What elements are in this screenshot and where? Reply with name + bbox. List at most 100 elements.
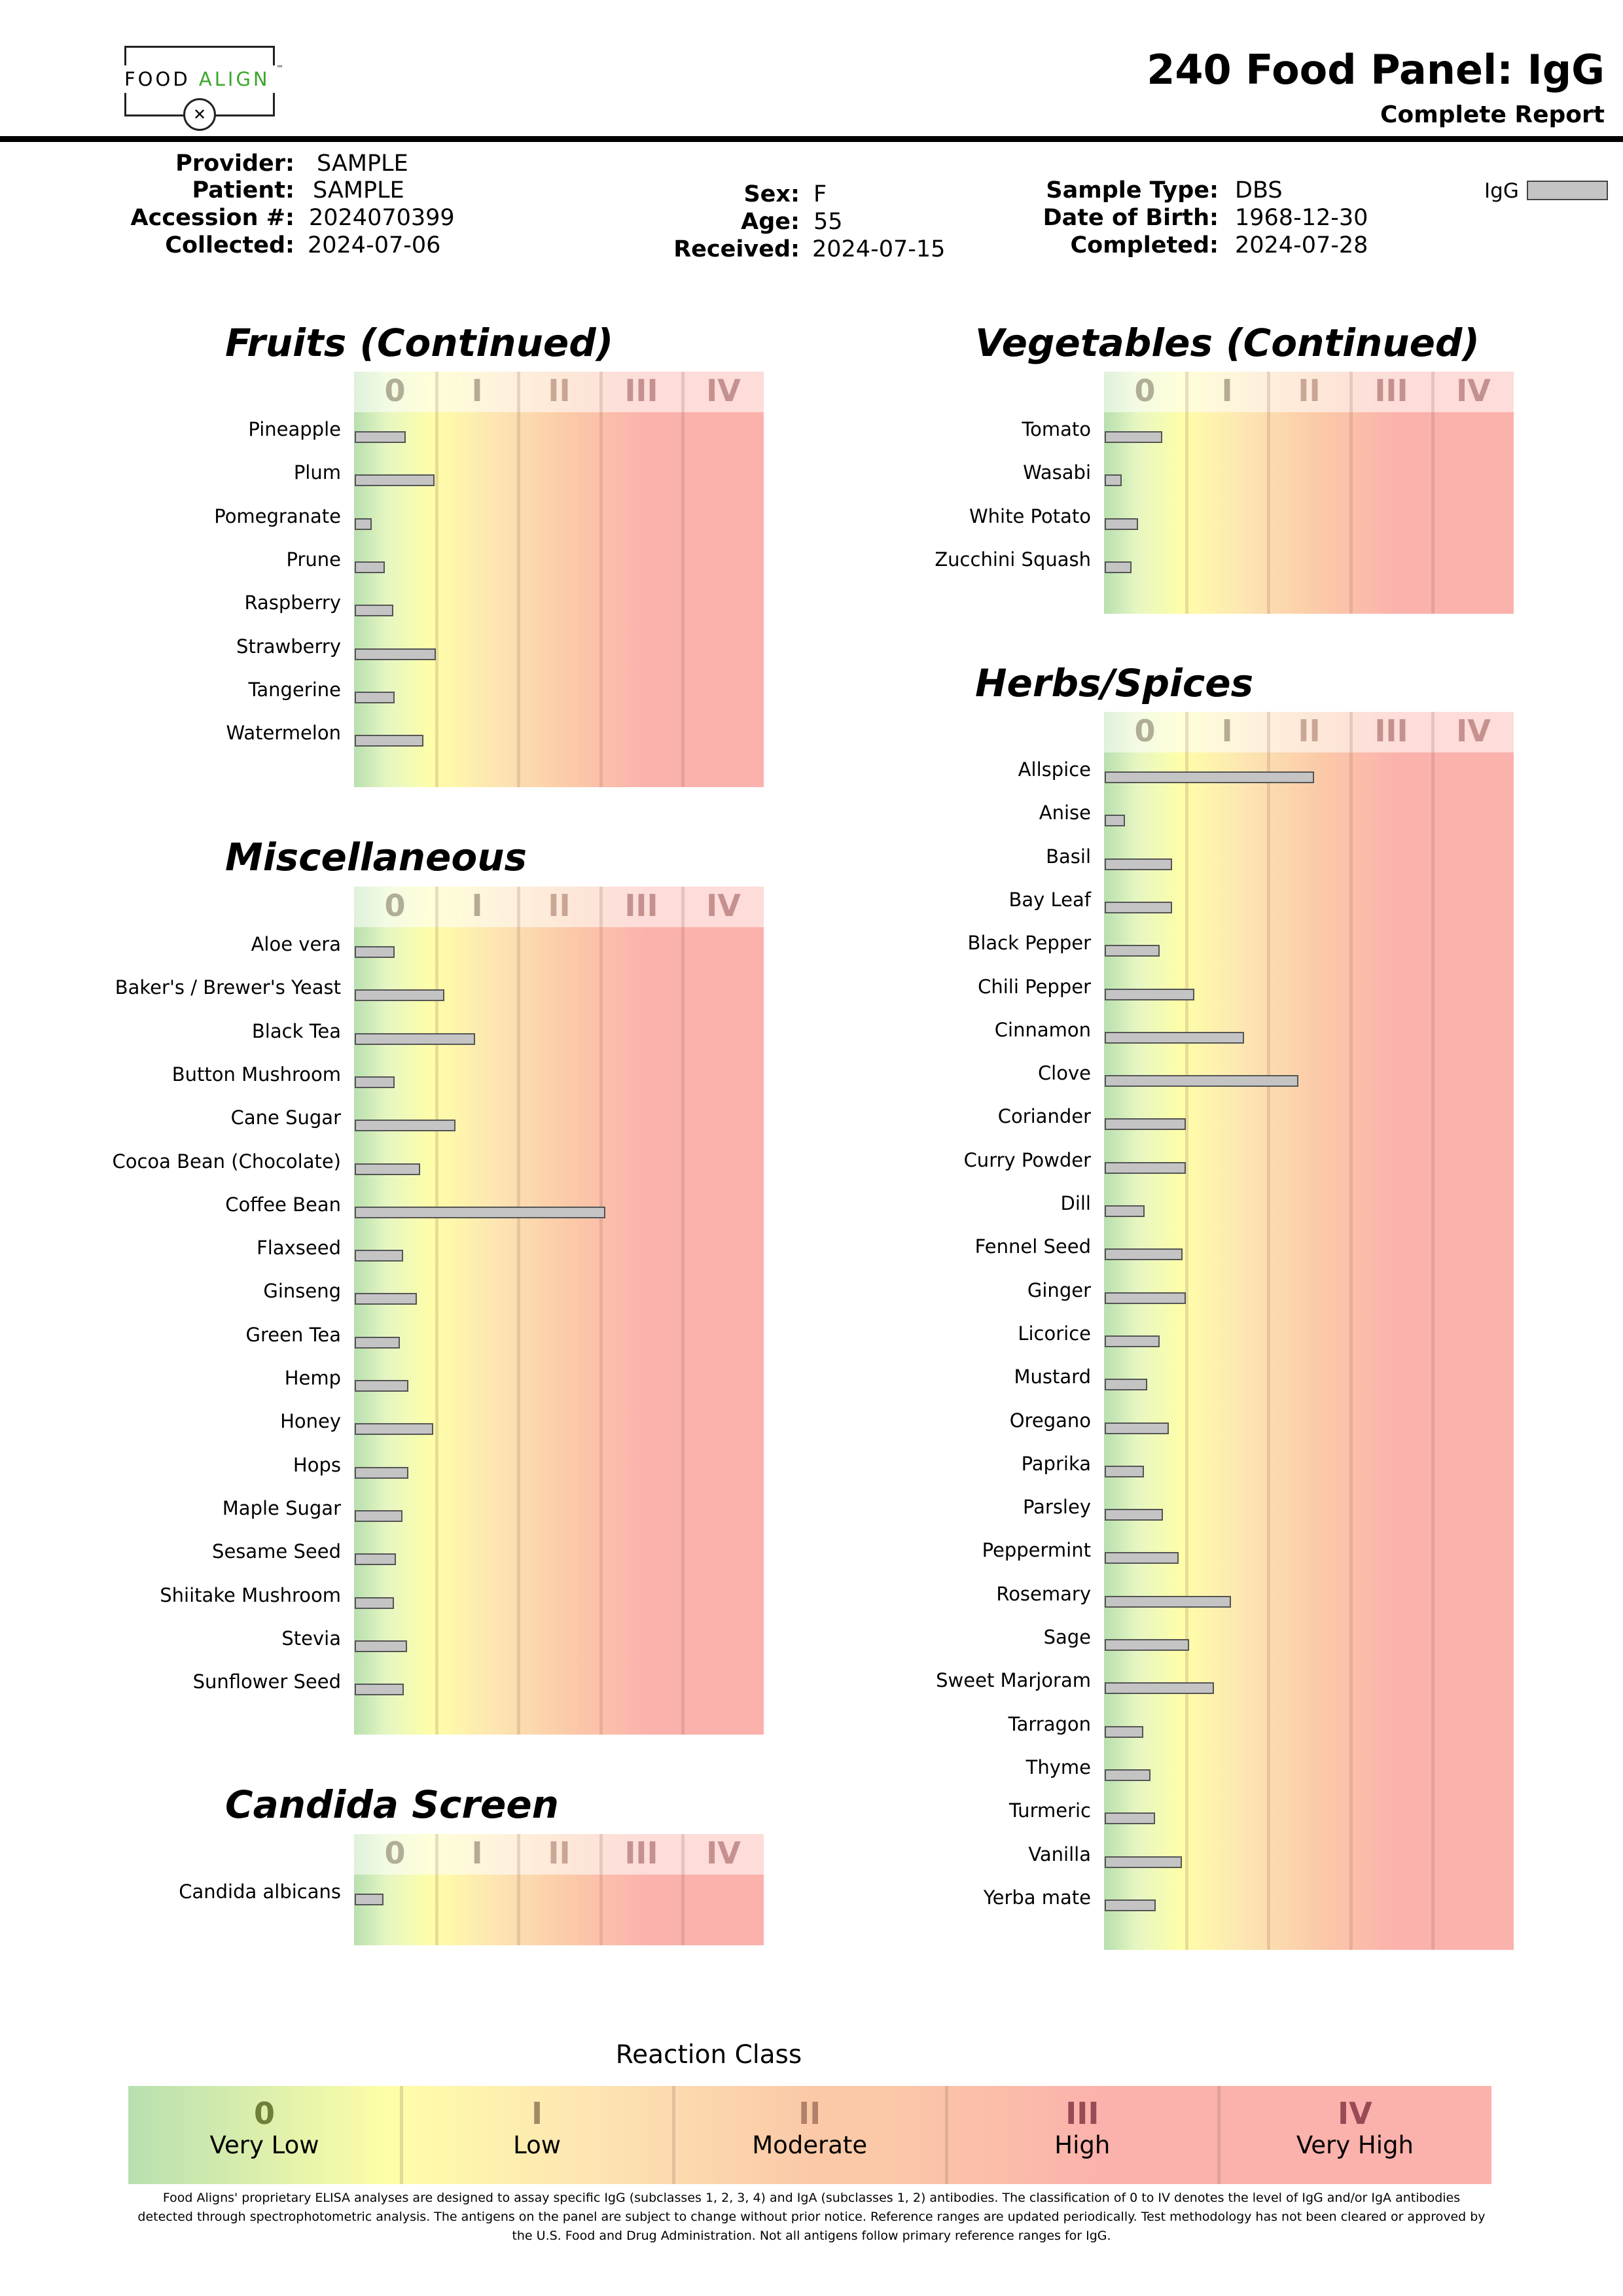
igg-bar	[355, 1423, 434, 1436]
candida-class-divider	[435, 1834, 438, 1945]
candida-class-label: III	[624, 1835, 658, 1871]
igg-bar	[1105, 1075, 1299, 1087]
food-label: Licorice	[1018, 1322, 1091, 1345]
food-label: Ginger	[1027, 1279, 1091, 1301]
igg-bar	[355, 989, 444, 1002]
igg-bar	[1105, 1422, 1169, 1434]
fruits-class-divider	[435, 372, 438, 787]
igg-bar	[1105, 1552, 1179, 1564]
logo-word-align: ALIGN	[198, 68, 270, 90]
food-label: Button Mushroom	[171, 1063, 341, 1086]
reaction-class-3: III High	[946, 2086, 1219, 2184]
reaction-class-number: I	[531, 2096, 543, 2131]
reaction-class-name: Low	[513, 2131, 562, 2159]
food-label: Peppermint	[982, 1539, 1091, 1562]
accession-label: Accession #:	[130, 205, 294, 231]
food-label: Tarragon	[1008, 1712, 1091, 1735]
misc-class-label: II	[548, 888, 571, 923]
received-value: 2024-07-15	[812, 236, 946, 262]
food-label: Stevia	[281, 1627, 341, 1650]
fruits-chart: 0 I II III IV	[354, 372, 764, 787]
vegetables-class-label: 0	[1134, 373, 1156, 408]
dob-label: Date of Birth:	[1043, 205, 1219, 231]
herbs-class-divider	[1349, 712, 1353, 1950]
food-label: Dill	[1060, 1192, 1091, 1214]
candida-class-divider	[599, 1834, 603, 1945]
igg-bar	[1105, 1899, 1156, 1911]
food-label: Coffee Bean	[225, 1193, 341, 1216]
reaction-class-number: III	[1065, 2096, 1099, 2131]
candida-class-label: 0	[384, 1835, 406, 1871]
igg-bar	[355, 561, 385, 573]
igg-bar	[355, 518, 372, 530]
herbs-class-header	[1104, 712, 1514, 752]
vegetables-class-divider	[1431, 372, 1435, 614]
igg-bar	[355, 1293, 418, 1305]
age-value: 55	[813, 209, 843, 235]
herbs-title: Herbs/Spices	[975, 661, 1254, 705]
misc-class-label: IV	[706, 888, 741, 923]
food-label: Oregano	[1009, 1409, 1091, 1432]
food-label: Ginseng	[263, 1280, 341, 1303]
misc-chart-background	[354, 887, 764, 1735]
sex-value: F	[813, 181, 827, 207]
misc-class-divider	[599, 887, 603, 1735]
igg-bar	[1105, 1292, 1186, 1304]
igg-bar	[1105, 988, 1194, 1000]
herbs-class-label: II	[1298, 713, 1321, 749]
food-label: Plum	[293, 461, 341, 484]
igg-bar	[1105, 945, 1160, 957]
candida-chart: 0 I II III IV	[354, 1834, 764, 1945]
food-label: Shiitake Mushroom	[160, 1583, 341, 1606]
food-label: Basil	[1046, 845, 1091, 868]
logo-wordmark: FOOD ALIGN	[124, 65, 281, 93]
fruits-class-label: I	[471, 373, 483, 408]
fruits-title: Fruits (Continued)	[225, 321, 614, 365]
vegetables-class-label: IV	[1456, 373, 1491, 408]
igg-bar	[1105, 1812, 1155, 1825]
misc-class-label: III	[624, 888, 658, 923]
fruits-chart-background	[354, 372, 764, 787]
reaction-class-1: I Low	[401, 2086, 673, 2184]
fruits-class-label: II	[548, 373, 571, 408]
vegetables-chart: 0 I II III IV	[1104, 372, 1514, 614]
misc-class-label: 0	[384, 888, 406, 923]
fruits-class-label: IV	[706, 373, 741, 408]
herbs-chart: 0 I II III IV	[1104, 712, 1514, 1950]
food-label: Sesame Seed	[212, 1540, 341, 1563]
legend-igg-label: IgG	[1484, 179, 1519, 203]
food-label: Raspberry	[244, 592, 341, 614]
reaction-class-2: II Moderate	[673, 2086, 946, 2184]
candida-class-header	[354, 1834, 764, 1875]
food-label: Aloe vera	[251, 933, 341, 955]
candida-class-divider	[517, 1834, 520, 1945]
provider-label: Provider:	[175, 150, 294, 177]
herbs-class-divider	[1431, 712, 1435, 1950]
food-label: Cane Sugar	[230, 1106, 341, 1129]
reaction-class-divider	[672, 2086, 676, 2184]
vegetables-class-label: I	[1221, 373, 1233, 408]
food-label: Cinnamon	[994, 1018, 1091, 1041]
completed-label: Completed:	[1070, 232, 1219, 258]
igg-bar	[1105, 771, 1315, 783]
igg-bar	[1105, 1639, 1190, 1651]
fruits-class-header	[354, 372, 764, 412]
igg-bar	[355, 1640, 408, 1652]
patient-value: SAMPLE	[313, 177, 404, 203]
igg-bar	[355, 1336, 401, 1349]
food-label: Vanilla	[1028, 1843, 1091, 1865]
igg-bar	[355, 1163, 421, 1175]
reaction-class-scale: 0 Very Low I Low II Moderate III High IV Very Hig…	[128, 2086, 1491, 2184]
fruits-class-divider	[599, 372, 603, 787]
igg-bar	[355, 735, 424, 747]
igg-bar	[1105, 1031, 1245, 1044]
misc-class-divider	[681, 887, 685, 1735]
herbs-chart-background	[1104, 712, 1514, 1950]
food-label: Pineapple	[248, 418, 341, 440]
igg-bar	[1105, 1725, 1143, 1738]
report-subtitle: Complete Report	[1380, 101, 1605, 128]
food-label: Strawberry	[236, 635, 341, 658]
igg-bar	[1105, 815, 1126, 827]
food-label: Hops	[293, 1453, 341, 1476]
food-label: Tomato	[1022, 418, 1091, 440]
